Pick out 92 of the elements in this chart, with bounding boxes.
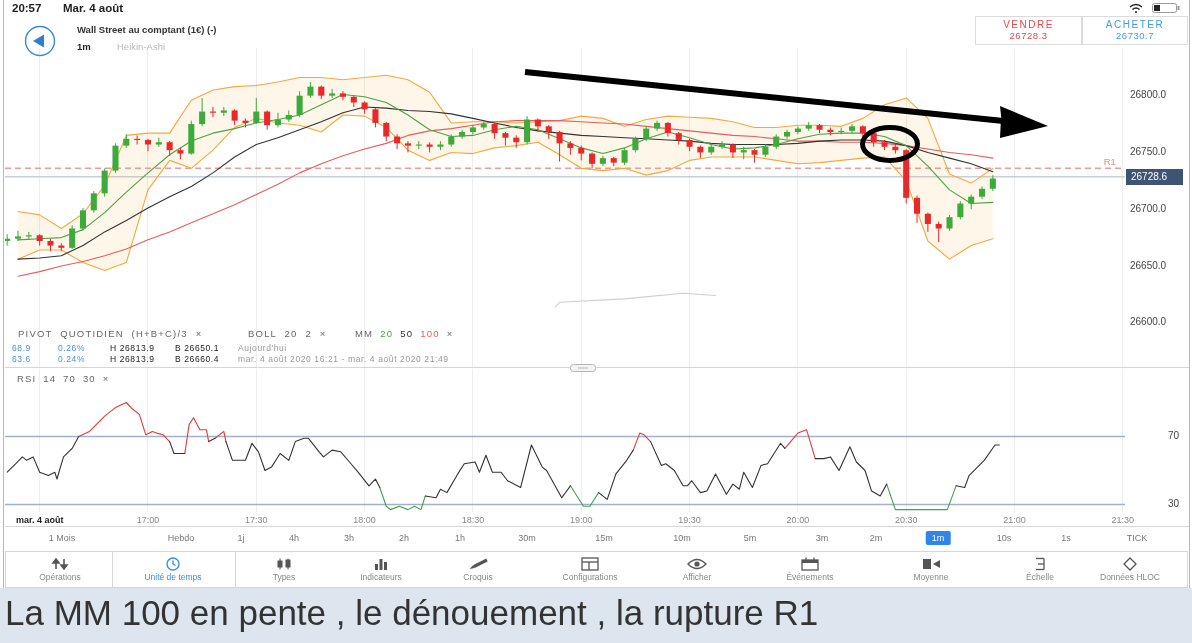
tab-label: 1m	[925, 531, 951, 546]
text: Mar. 4 août	[63, 2, 124, 16]
tab-label: Événements	[786, 573, 834, 583]
tab-label: 10s	[996, 533, 1012, 544]
candlestick	[957, 200, 964, 220]
candlestick	[383, 121, 390, 142]
annotation: H 26813.9	[110, 343, 155, 354]
x-tick-label: 20:30	[894, 514, 918, 525]
tab-label: Échelle	[1026, 573, 1054, 583]
annotation: 0.24%	[58, 354, 86, 365]
tab-label: Unité de temps	[144, 573, 202, 583]
tab-label: Moyenne	[913, 573, 949, 583]
x-tick-label: 17:00	[136, 514, 160, 525]
candlestick	[556, 130, 563, 163]
y-tick-label: 26600.0	[1130, 316, 1167, 328]
annotation: Heikin-Ashi	[117, 41, 166, 53]
tab-label: Afficher	[682, 573, 712, 583]
tab-label: 2h	[399, 533, 409, 544]
chart-subtitle: 1m	[77, 41, 91, 53]
legend-title: MM	[355, 328, 374, 340]
tab-label: 10m	[673, 533, 691, 544]
candlestick	[524, 115, 531, 145]
tab-label: 4h	[289, 533, 299, 544]
text: 20:57	[12, 2, 42, 16]
candlestick	[253, 97, 260, 125]
x-tick-label: mar. 4 août	[15, 514, 64, 525]
tab-label: Opérations	[39, 573, 81, 583]
candlestick	[339, 90, 346, 101]
tab-label: Croquis	[463, 573, 493, 583]
x-tick-label: 19:30	[678, 514, 701, 525]
tab-label: 5m	[743, 533, 757, 544]
tab-label: Données HLOC	[1100, 573, 1160, 583]
tab-label: 15m	[595, 533, 613, 544]
candlestick	[264, 109, 271, 131]
y-tick-label: 70	[1168, 430, 1180, 442]
candlestick	[90, 190, 97, 214]
tab-label: Types	[272, 573, 296, 583]
tab-label: Hebdo	[167, 533, 195, 544]
x-tick-label: 19:00	[569, 514, 593, 525]
text: La MM 100 en pente , le dénouement , la rupture R1	[5, 593, 819, 634]
tab-label: Indicateurs	[360, 573, 402, 583]
tab-label: 30m	[518, 533, 536, 544]
tab-label: Configurations	[562, 573, 618, 583]
annotation: PIVOT QUOTIDIEN (H+B+C)/3 ×	[18, 328, 203, 340]
y-tick-label: 30	[1168, 498, 1180, 510]
text: 26728.6	[1126, 169, 1183, 185]
candlestick	[935, 221, 942, 243]
tab-label: 1j	[237, 533, 245, 544]
buy-button: ACHETER 26730.7	[1082, 16, 1188, 45]
annotation: 68.9	[12, 343, 31, 354]
candlestick	[101, 167, 108, 198]
text: RSI 14 70 30 ×	[17, 373, 110, 385]
annotation: ×	[446, 328, 454, 340]
tab-label: TICK	[1126, 533, 1148, 544]
tab-label: 1s	[1061, 533, 1071, 544]
tab-label: 2m	[869, 533, 883, 544]
candlestick	[199, 97, 206, 127]
x-tick-label: 21:00	[1003, 514, 1026, 525]
chart-title: Wall Street au comptant (1€) (-)	[77, 24, 217, 36]
candlestick	[404, 140, 411, 153]
annotation: B 26660.4	[175, 354, 220, 365]
candlestick	[914, 195, 921, 224]
candlestick	[372, 107, 379, 128]
tab-label: 3h	[344, 533, 354, 544]
tab-label: 1 Mois	[48, 533, 76, 544]
annotation: H 26813.9	[110, 354, 155, 365]
candlestick	[924, 212, 931, 233]
x-tick-label: 21:30	[1111, 514, 1135, 525]
x-tick-label: 18:00	[353, 514, 376, 525]
candlestick	[79, 207, 87, 232]
y-tick-label: 26650.0	[1130, 259, 1167, 271]
text: 100	[420, 328, 440, 340]
x-tick-label: 18:30	[461, 514, 485, 525]
text: 20	[380, 328, 394, 340]
annotation: R1	[1103, 156, 1116, 168]
annotation: 63.6	[12, 354, 31, 365]
y-tick-label: 26700.0	[1130, 202, 1167, 214]
annotation: 0.26%	[58, 343, 86, 354]
sell-button: VENDRE 26728.3	[975, 16, 1082, 45]
annotation: B 26650.1	[175, 343, 220, 354]
candlestick	[729, 142, 736, 159]
tab-label: 3m	[815, 533, 829, 544]
text: 50	[400, 328, 414, 340]
candlestick	[719, 140, 726, 150]
x-tick-label: 20:00	[786, 514, 810, 525]
annotation: Aujourd'hui	[238, 343, 287, 354]
tab-label: 1h	[455, 533, 465, 544]
annotation: mar. 4 août 2020 16:21 - mar. 4 août 2020 21:49	[238, 354, 449, 365]
y-tick-label: 26800.0	[1130, 89, 1167, 101]
x-tick-label: 17:30	[245, 514, 268, 525]
annotation: BOLL 20 2 ×	[248, 328, 327, 340]
y-tick-label: 26750.0	[1130, 146, 1167, 158]
